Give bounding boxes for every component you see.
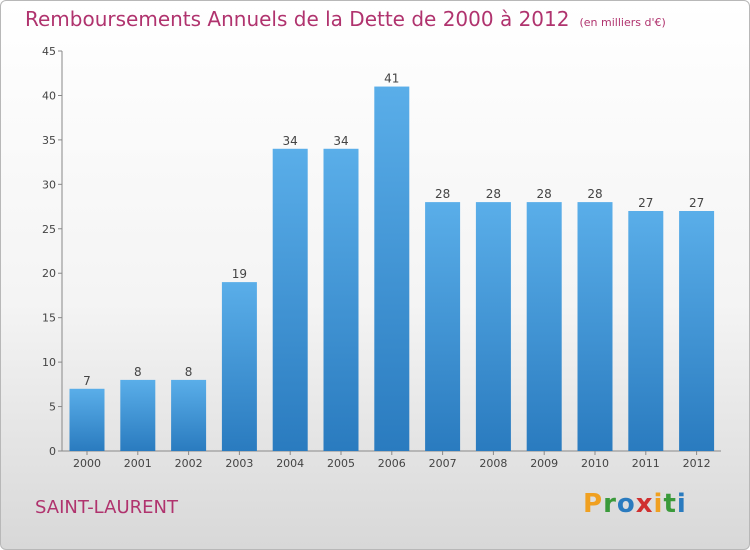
bar (323, 148, 359, 451)
title-text: Remboursements Annuels de la Dette de 20… (25, 7, 570, 31)
bar (69, 388, 105, 451)
x-tick-label: 2002 (175, 457, 203, 470)
x-tick-label: 2004 (276, 457, 304, 470)
data-label: 28 (537, 187, 552, 201)
bar (374, 86, 410, 452)
x-tick-label: 2005 (327, 457, 355, 470)
x-tick-label: 2009 (530, 457, 558, 470)
y-tick-label: 20 (42, 267, 56, 280)
title-unit: (en milliers d'€) (579, 16, 666, 29)
bar (475, 202, 511, 451)
data-label: 8 (134, 365, 142, 379)
axes: 0 5 10 15 20 25 30 35 40 45 2000 2001 2002 2003 2004 20… (42, 45, 721, 470)
y-tick-label: 15 (42, 312, 56, 325)
place-name: SAINT-LAURENT (35, 497, 178, 518)
bar (120, 379, 156, 451)
bar (679, 211, 715, 451)
bar (425, 202, 461, 451)
x-tick-label: 2007 (429, 457, 457, 470)
data-label: 8 (185, 365, 193, 379)
y-tick-label: 40 (42, 89, 56, 102)
data-label: 34 (333, 134, 348, 148)
bar (272, 148, 308, 451)
x-tick-label: 2006 (378, 457, 406, 470)
y-tick-label: 30 (42, 178, 56, 191)
x-tick-label: 2008 (479, 457, 507, 470)
data-label: 19 (232, 267, 247, 281)
x-tick-label: 2003 (225, 457, 253, 470)
data-label: 27 (689, 196, 704, 210)
bar (221, 282, 257, 451)
y-tick-label: 10 (42, 356, 56, 369)
data-label: 41 (384, 72, 399, 86)
y-tick-label: 0 (49, 445, 56, 458)
x-tick-label: 2001 (124, 457, 152, 470)
data-label: 7 (83, 374, 91, 388)
data-label: 28 (587, 187, 602, 201)
bar (526, 202, 562, 451)
bar (628, 211, 664, 451)
x-tick-label: 2011 (632, 457, 660, 470)
data-label: 27 (638, 196, 653, 210)
data-label: 28 (435, 187, 450, 201)
x-tick-label: 2000 (73, 457, 101, 470)
bar (577, 202, 613, 451)
x-tick-label: 2012 (683, 457, 711, 470)
y-tick-label: 35 (42, 134, 56, 147)
y-tick-label: 5 (49, 401, 56, 414)
proxiti-logo: Proxiti (583, 489, 687, 519)
data-label: 28 (486, 187, 501, 201)
bars: 7 8 8 19 34 34 41 28 28 28 28 27 27 (69, 72, 715, 452)
bar (171, 379, 207, 451)
y-tick-label: 45 (42, 45, 56, 58)
chart-title: Remboursements Annuels de la Dette de 20… (25, 7, 666, 31)
data-label: 34 (283, 134, 298, 148)
y-tick-label: 25 (42, 223, 56, 236)
x-tick-label: 2010 (581, 457, 609, 470)
